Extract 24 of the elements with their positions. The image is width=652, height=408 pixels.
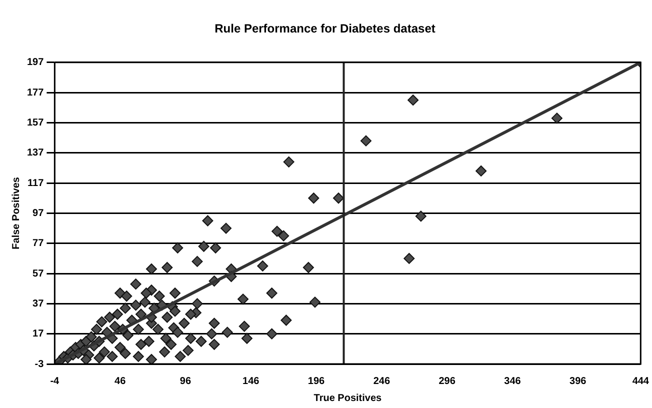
x-tick-label: 146 [242, 376, 260, 387]
y-tick-label: 77 [32, 238, 44, 250]
y-tick-label: 157 [26, 117, 44, 128]
x-tick-label: 346 [504, 376, 522, 387]
x-tick-label: 96 [180, 376, 192, 387]
chart-title: Rule Performance for Diabetes dataset [214, 22, 436, 36]
x-tick-label: 444 [632, 376, 650, 387]
y-tick-label: 177 [26, 87, 44, 98]
x-tick-label: 196 [308, 376, 326, 387]
y-tick-label: 137 [26, 148, 44, 159]
x-axis-title: True Positives [314, 392, 382, 404]
x-tick-label: 396 [570, 376, 587, 387]
y-tick-label: -3 [34, 358, 44, 370]
y-tick-label: 37 [32, 298, 44, 310]
x-tick-label: -4 [50, 376, 60, 387]
x-tick-label: 46 [114, 376, 126, 387]
x-tick-label: 246 [373, 376, 390, 387]
y-tick-label: 97 [32, 208, 44, 219]
x-tick-label: 296 [438, 376, 456, 387]
y-tick-label: 197 [26, 57, 44, 68]
y-tick-label: 57 [32, 268, 44, 280]
y-tick-label: 117 [28, 178, 44, 189]
y-tick-label: 17 [32, 328, 44, 340]
y-axis-title: False Positives [10, 176, 22, 250]
